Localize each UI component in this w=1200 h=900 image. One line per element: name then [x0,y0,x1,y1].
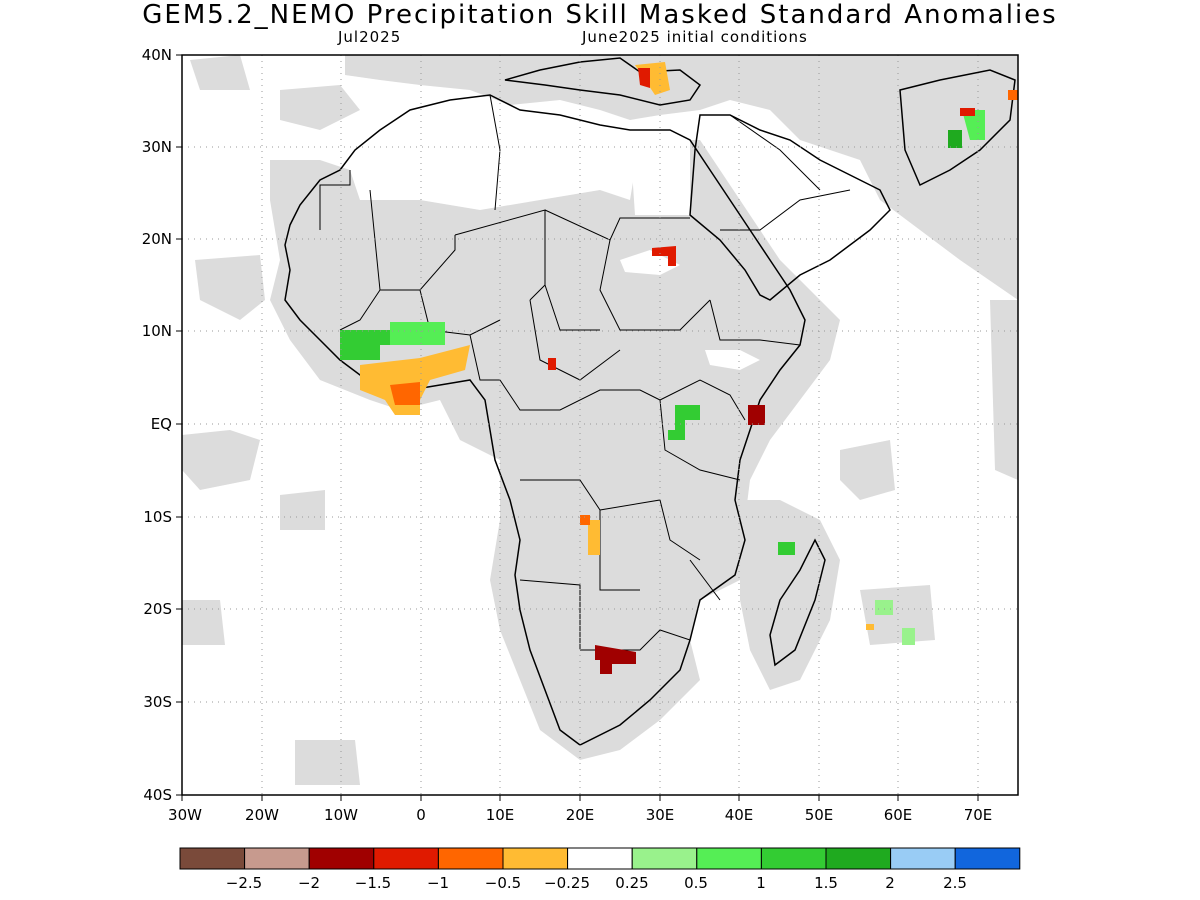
legend-label: −0.25 [544,874,590,892]
legend-label: −2 [298,874,320,892]
anomaly-botswana-darkred [595,645,636,674]
lon-label: 10W [324,806,358,824]
color-legend-labels: −2.5 −2 −1.5 −1 −0.5 −0.25 0.25 0.5 1 1.… [226,874,967,892]
lat-label: 10S [143,508,172,526]
skill-mask-region [182,55,1018,785]
legend-swatch [760,847,827,870]
legend-label: −2.5 [226,874,262,892]
latitude-axis: 40N 30N 20N 10N EQ 10S 20S 30S 40S [142,46,172,804]
lon-label: 50E [805,806,834,824]
legend-swatch [373,847,439,870]
anomaly-india-red [960,108,975,116]
anomaly-angola-orange [588,520,600,555]
anomaly-kenya-darkred [748,405,765,425]
anomaly-pakistan-green [948,130,962,148]
anomaly-west-africa-green-2 [390,322,445,345]
anomaly-cameroon-red [548,358,556,370]
lat-label: 40S [143,786,172,804]
anomaly-pakistan-green-2 [962,110,985,140]
legend-label: 2.5 [943,874,967,892]
anomaly-angola-red [580,515,590,525]
legend-label: 1.5 [814,874,838,892]
legend-label: 1 [756,874,766,892]
legend-swatch [696,847,762,870]
anomaly-cells [340,62,1018,674]
legend-swatch [179,847,246,870]
legend-swatch [567,847,633,870]
anomaly-reunion-green [902,628,915,645]
anomaly-sudan-red [652,246,676,266]
anomaly-west-africa-green [340,330,390,360]
legend-label: −0.5 [485,874,521,892]
graticule [182,55,1018,795]
legend-label: 0.25 [615,874,648,892]
lat-label: EQ [151,415,172,433]
anomaly-mozambique-green [778,542,795,555]
legend-label: −1 [427,874,449,892]
legend-swatch [502,847,569,870]
legend-label: 0.5 [684,874,708,892]
color-legend [179,847,1021,870]
anomaly-uganda-green [668,405,700,440]
lon-label: 20E [566,806,595,824]
legend-label: 2 [885,874,895,892]
lat-label: 40N [142,46,172,64]
axis-ticks [176,54,979,801]
country-borders [319,94,851,651]
lon-label: 10E [486,806,515,824]
lon-label: 20W [245,806,279,824]
lat-label: 20N [142,230,172,248]
longitude-axis: 30W 20W 10W 0 10E 20E 30E 40E 50E 60E 70… [168,806,992,824]
lat-label: 30N [142,138,172,156]
anomaly-west-africa-orange-2 [390,382,420,405]
lat-label: 10N [142,322,172,340]
legend-swatch [954,847,1021,870]
lat-label: 30S [143,693,172,711]
legend-swatch [244,847,310,870]
anomaly-nepal-orange [1008,90,1018,100]
lon-label: 0 [416,806,426,824]
anomaly-madagascar-orange [866,624,874,630]
lon-label: 30W [168,806,202,824]
anomaly-greece-red [638,68,650,88]
anomaly-mauritius-green [875,600,893,615]
lon-label: 40E [725,806,754,824]
legend-swatch [825,847,892,870]
legend-swatch [631,847,698,870]
lon-label: 30E [646,806,675,824]
legend-swatch [308,847,375,870]
forecast-month: Jul2025 [338,28,402,46]
initial-conditions-label: June2025 initial conditions [582,28,808,46]
legend-swatch [890,847,956,870]
map-title: GEM5.2_NEMO Precipitation Skill Masked S… [142,0,1058,30]
lon-label: 70E [964,806,993,824]
lat-label: 20S [143,600,172,618]
map-frame [181,54,1019,796]
anomaly-west-africa-orange [360,345,470,415]
legend-label: −1.5 [355,874,391,892]
legend-swatch [437,847,504,870]
lon-label: 60E [884,806,913,824]
